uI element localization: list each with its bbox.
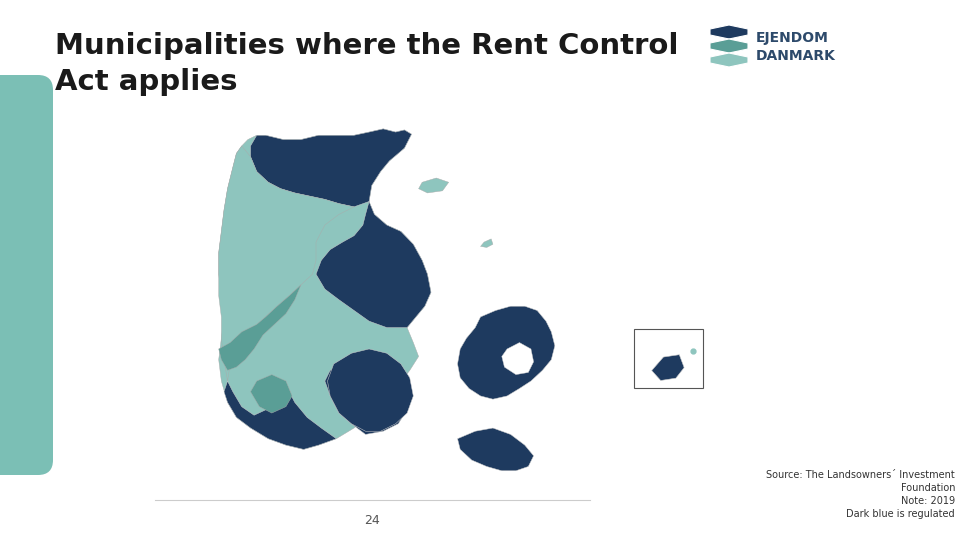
Text: DANMARK: DANMARK bbox=[756, 49, 836, 63]
Polygon shape bbox=[327, 349, 414, 431]
Polygon shape bbox=[710, 25, 748, 39]
Polygon shape bbox=[251, 375, 292, 413]
Polygon shape bbox=[224, 381, 336, 449]
Text: Dark blue is regulated: Dark blue is regulated bbox=[847, 509, 955, 519]
Polygon shape bbox=[324, 360, 407, 435]
Text: EJENDOM: EJENDOM bbox=[756, 31, 828, 45]
Text: Act applies: Act applies bbox=[55, 68, 237, 96]
Polygon shape bbox=[419, 178, 448, 193]
FancyBboxPatch shape bbox=[0, 75, 53, 475]
Polygon shape bbox=[502, 342, 534, 375]
Polygon shape bbox=[481, 239, 492, 247]
Polygon shape bbox=[316, 201, 431, 328]
Text: Foundation: Foundation bbox=[900, 483, 955, 493]
Polygon shape bbox=[219, 146, 354, 381]
Text: Note: 2019: Note: 2019 bbox=[900, 496, 955, 506]
Polygon shape bbox=[219, 129, 431, 449]
Bar bbox=[635, 329, 704, 388]
Polygon shape bbox=[458, 306, 555, 399]
Polygon shape bbox=[219, 285, 301, 370]
Text: 24: 24 bbox=[364, 514, 380, 527]
Polygon shape bbox=[710, 53, 748, 67]
Polygon shape bbox=[458, 428, 534, 471]
Text: Source: The Landsowners´ Investment: Source: The Landsowners´ Investment bbox=[766, 470, 955, 480]
Text: Municipalities where the Rent Control: Municipalities where the Rent Control bbox=[55, 32, 679, 60]
Polygon shape bbox=[251, 129, 412, 207]
Polygon shape bbox=[652, 355, 684, 381]
Polygon shape bbox=[710, 39, 748, 53]
